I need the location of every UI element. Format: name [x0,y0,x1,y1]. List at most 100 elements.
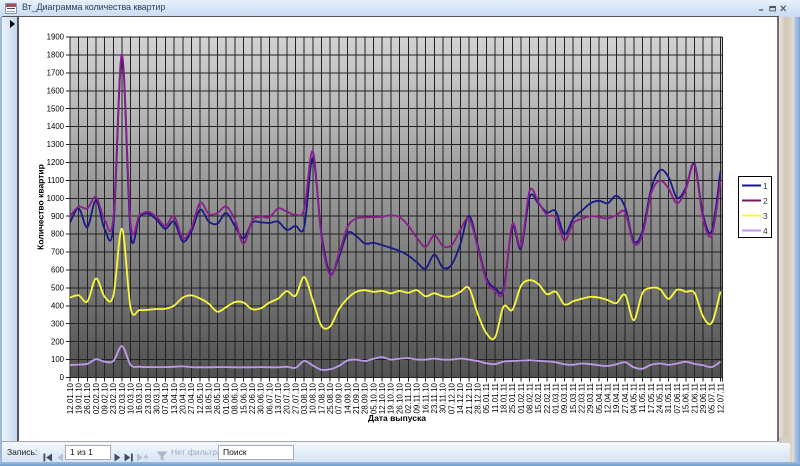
svg-text:1000: 1000 [47,194,65,203]
svg-text:15.02.11: 15.02.11 [534,382,543,413]
svg-text:12.01.10: 12.01.10 [66,382,75,414]
svg-text:22.06.10: 22.06.10 [248,382,257,414]
svg-text:Дата выпуска: Дата выпуска [368,413,426,423]
svg-text:15.06.10: 15.06.10 [239,382,248,414]
svg-text:24.05.11: 24.05.11 [656,382,665,413]
svg-text:29.06.11: 29.06.11 [699,382,708,413]
svg-text:700: 700 [51,248,65,257]
svg-text:10.08.10: 10.08.10 [309,382,318,414]
svg-text:1900: 1900 [47,33,65,42]
svg-text:26.05.10: 26.05.10 [213,382,222,414]
svg-text:Количество квартир: Количество квартир [36,164,46,250]
svg-text:14.09.10: 14.09.10 [343,382,352,414]
svg-text:11.05.11: 11.05.11 [638,382,647,413]
svg-text:100: 100 [51,355,65,364]
svg-text:27.07.10: 27.07.10 [291,382,300,414]
svg-text:22.02.11: 22.02.11 [543,382,552,413]
svg-text:13.07.10: 13.07.10 [274,382,283,414]
svg-text:12.07.11: 12.07.11 [716,382,725,413]
svg-text:300: 300 [51,319,65,328]
svg-text:1700: 1700 [47,68,65,77]
svg-text:09.02.10: 09.02.10 [101,382,110,414]
svg-text:07.06.11: 07.06.11 [673,382,682,413]
svg-text:1800: 1800 [47,51,65,60]
svg-text:09.11.10: 09.11.10 [413,382,422,413]
svg-text:16.03.10: 16.03.10 [135,382,144,414]
svg-text:25.01.11: 25.01.11 [508,382,517,413]
svg-text:18.05.10: 18.05.10 [205,382,214,414]
svg-text:23.02.10: 23.02.10 [109,382,118,414]
svg-text:1100: 1100 [47,176,64,185]
svg-text:01.02.11: 01.02.11 [517,382,526,413]
svg-text:21.12.10: 21.12.10 [465,382,474,414]
svg-text:25.08.10: 25.08.10 [326,382,335,414]
svg-text:30.11.10: 30.11.10 [439,382,448,413]
svg-text:23.03.10: 23.03.10 [144,382,153,414]
svg-text:900: 900 [51,212,65,221]
svg-text:18.01.11: 18.01.11 [499,382,508,413]
svg-text:26.10.10: 26.10.10 [395,382,404,414]
svg-text:22.03.11: 22.03.11 [578,382,587,413]
svg-text:21.06.11: 21.06.11 [690,382,699,413]
svg-text:04.05.11: 04.05.11 [630,382,639,413]
svg-text:12.04.11: 12.04.11 [604,382,613,413]
svg-text:05.01.11: 05.01.11 [482,382,491,413]
svg-text:05.07.11: 05.07.11 [708,382,717,413]
svg-text:12.10.10: 12.10.10 [378,382,387,414]
svg-text:19.01.10: 19.01.10 [75,382,84,414]
svg-text:02.11.10: 02.11.10 [404,382,413,413]
svg-text:08.06.10: 08.06.10 [231,382,240,414]
svg-text:1300: 1300 [47,140,65,149]
svg-text:02.02.10: 02.02.10 [92,382,101,414]
svg-text:30.03.10: 30.03.10 [153,382,162,414]
svg-text:19.10.10: 19.10.10 [387,382,396,414]
svg-text:10.03.10: 10.03.10 [127,382,136,414]
svg-text:03.08.10: 03.08.10 [300,382,309,414]
svg-text:11.01.11: 11.01.11 [491,382,500,413]
svg-text:26.01.10: 26.01.10 [83,382,92,414]
svg-text:17.05.11: 17.05.11 [647,382,656,413]
svg-text:800: 800 [51,230,65,239]
svg-text:05.04.11: 05.04.11 [595,382,604,413]
svg-text:13.04.10: 13.04.10 [170,382,179,414]
svg-text:12.05.10: 12.05.10 [196,382,205,414]
svg-text:07.09.10: 07.09.10 [335,382,344,414]
svg-text:21.09.10: 21.09.10 [352,382,361,414]
svg-text:23.11.10: 23.11.10 [430,382,439,413]
svg-text:20.04.10: 20.04.10 [179,382,188,414]
svg-text:1500: 1500 [47,104,65,113]
svg-text:07.04.10: 07.04.10 [161,382,170,414]
svg-text:01.06.10: 01.06.10 [222,382,231,414]
svg-text:1200: 1200 [47,158,65,167]
svg-text:09.03.11: 09.03.11 [560,382,569,413]
svg-text:1600: 1600 [47,86,65,95]
svg-text:500: 500 [51,284,65,293]
svg-text:200: 200 [51,337,65,346]
svg-text:4: 4 [763,226,768,236]
svg-text:28.09.10: 28.09.10 [361,382,370,414]
svg-text:600: 600 [51,266,65,275]
svg-text:3: 3 [763,211,768,221]
svg-text:0: 0 [60,373,65,382]
svg-text:31.05.11: 31.05.11 [664,382,673,413]
svg-text:07.12.10: 07.12.10 [447,382,456,414]
svg-text:30.06.10: 30.06.10 [257,382,266,414]
svg-text:19.04.11: 19.04.11 [612,382,621,413]
svg-text:27.04.11: 27.04.11 [621,382,630,413]
svg-text:02.03.10: 02.03.10 [118,382,127,414]
svg-text:17.08.10: 17.08.10 [317,382,326,414]
svg-text:2: 2 [763,196,768,206]
svg-text:1400: 1400 [47,122,65,131]
svg-text:14.12.10: 14.12.10 [456,382,465,414]
svg-text:05.10.10: 05.10.10 [369,382,378,414]
svg-text:01.03.11: 01.03.11 [552,382,561,413]
svg-text:15.06.11: 15.06.11 [682,382,691,413]
svg-text:16.11.10: 16.11.10 [421,382,430,413]
svg-text:400: 400 [51,301,65,310]
svg-text:27.04.10: 27.04.10 [187,382,196,414]
svg-text:1: 1 [763,181,768,191]
svg-text:28.12.10: 28.12.10 [473,382,482,414]
svg-text:15.03.11: 15.03.11 [569,382,578,413]
svg-text:29.03.11: 29.03.11 [586,382,595,413]
svg-text:06.07.10: 06.07.10 [265,382,274,414]
